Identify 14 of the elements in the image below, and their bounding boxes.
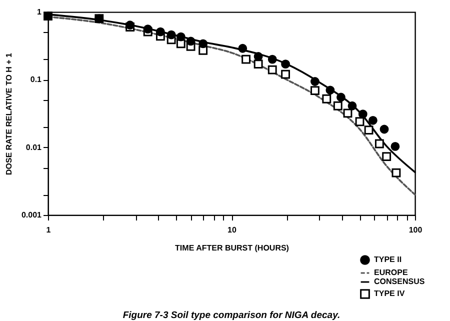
legend-label: EUROPE <box>374 268 408 277</box>
x-tick-label: 10 <box>228 226 237 234</box>
y-tick-label: 0.1 <box>30 75 42 84</box>
x-tick-label: 1 <box>46 226 52 234</box>
y-tick-label: 1 <box>37 8 42 16</box>
y-tick-label: 0.01 <box>26 142 42 152</box>
legend-label: CONSENSUS <box>374 277 426 286</box>
y-axis-title: DOSE RATE RELATIVE TO H + 1 <box>4 52 14 176</box>
text: Figure 7-3 Soil type comparison for NIGA decay. <box>122 310 340 321</box>
x-axis-title: TIME AFTER BURST (HOURS) <box>175 244 290 252</box>
legend-label: TYPE IV <box>374 289 406 298</box>
y-tick-label: 0.001 <box>21 210 42 220</box>
x-tick-label: 100 <box>408 226 423 234</box>
legend-label: TYPE II <box>374 255 402 264</box>
